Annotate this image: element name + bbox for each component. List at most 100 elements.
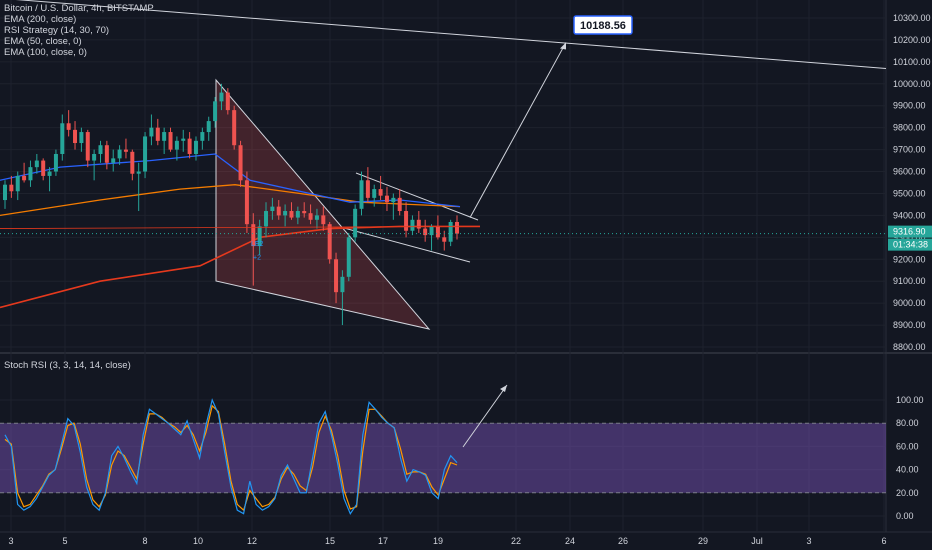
candle-body	[92, 153, 97, 161]
time-tick-label: 3	[8, 536, 13, 546]
price-tick-label: 10200.00	[893, 35, 931, 45]
legend-ema100[interactable]: EMA (100, close, 0)	[4, 47, 87, 58]
axes: 10300.0010200.0010100.0010000.009900.009…	[8, 13, 932, 546]
price-tick-label: 9500.00	[893, 188, 926, 198]
candle-body	[391, 197, 396, 203]
candle-body	[365, 180, 370, 198]
time-tick-label: 6	[881, 536, 886, 546]
candle-body	[162, 132, 167, 141]
candle-body	[9, 184, 14, 192]
price-tick-label: 9400.00	[893, 210, 926, 220]
candle-body	[232, 110, 237, 146]
candle-body	[117, 149, 122, 159]
stoch-k-line	[4, 398, 458, 515]
candle-body	[168, 132, 173, 150]
candle-body	[28, 167, 33, 181]
candle-body	[3, 184, 7, 201]
time-tick-label: 19	[433, 536, 443, 546]
target-callout	[573, 15, 633, 35]
legend-ema50[interactable]: EMA (50, close, 0)	[4, 36, 82, 47]
price-tick-label: 9600.00	[893, 167, 926, 177]
falling-wedge-triangle	[215, 78, 431, 330]
price-tick-label: 10000.00	[893, 79, 931, 89]
candle-body	[416, 219, 421, 229]
legend-rsi-strategy[interactable]: RSI Strategy (14, 30, 70)	[4, 25, 110, 36]
candle-body	[206, 121, 211, 133]
candle-body	[98, 145, 103, 154]
time-tick-label: 5	[62, 536, 67, 546]
candle-body	[378, 189, 383, 196]
candle-body	[448, 221, 453, 242]
price-tick-label: 10100.00	[893, 57, 931, 67]
channel-upper-line	[355, 172, 479, 221]
stoch-rsi-pane[interactable]	[0, 384, 886, 515]
candle-body	[264, 211, 269, 227]
rsi-tick-label: 40.00	[896, 465, 919, 475]
price-tick-label: 9800.00	[893, 123, 926, 133]
candle-body	[34, 160, 39, 168]
drawings	[215, 78, 479, 330]
candle-body	[225, 92, 230, 111]
candle-body	[410, 219, 415, 231]
candle-body	[314, 215, 319, 220]
price-tick-label: 10300.00	[893, 13, 931, 23]
legend-ema200[interactable]: EMA (200, close)	[4, 14, 77, 25]
countdown-text: 01:34:38	[893, 240, 928, 250]
price-tick-label: 9000.00	[893, 298, 926, 308]
candle-body	[15, 175, 20, 192]
rsi-tick-label: 20.00	[896, 488, 919, 498]
candle-body	[321, 215, 326, 225]
target-callout-text: 10188.56	[580, 20, 626, 32]
stoch-legend: Stoch RSI (3, 3, 14, 14, close)	[4, 360, 131, 371]
candle-body	[60, 123, 65, 154]
rsi-tick-label: 100.00	[896, 395, 924, 405]
candle-body	[283, 211, 288, 216]
price-tick-label: 9700.00	[893, 145, 926, 155]
candle-body	[41, 160, 46, 176]
candle-body	[200, 132, 205, 141]
candle-body	[85, 132, 90, 161]
price-pane[interactable]: 10188.56 LE2 +2	[0, 0, 887, 330]
candle-body	[346, 237, 351, 277]
candle-body	[353, 208, 358, 238]
legend-symbol[interactable]: Bitcoin / U.S. Dollar, 4h, BITSTAMP	[4, 3, 154, 14]
time-tick-label: 3	[806, 536, 811, 546]
candlesticks	[3, 83, 459, 326]
candle-body	[289, 211, 294, 218]
candle-body	[181, 138, 186, 141]
candle-body	[244, 180, 249, 225]
candle-body	[111, 158, 116, 163]
candle-body	[73, 129, 78, 144]
rsi-tick-label: 80.00	[896, 418, 919, 428]
legend-stoch-rsi[interactable]: Stoch RSI (3, 3, 14, 14, close)	[4, 360, 131, 371]
candle-body	[104, 145, 109, 163]
candle-body	[404, 211, 409, 231]
candle-body	[187, 138, 192, 154]
candle-body	[213, 101, 218, 122]
time-tick-label: 17	[378, 536, 388, 546]
candle-body	[308, 213, 313, 220]
time-tick-label: 29	[698, 536, 708, 546]
signal-label: LE2	[251, 241, 264, 248]
candle-body	[251, 224, 256, 247]
candle-body	[435, 226, 440, 238]
candle-body	[123, 149, 128, 152]
chart-annotations: 10188.56 LE2 +2	[0, 0, 887, 261]
current-price-text: 9316.90	[893, 227, 926, 237]
price-tick-label: 8900.00	[893, 320, 926, 330]
price-tick-label: 8800.00	[893, 342, 926, 352]
candle-body	[47, 171, 52, 176]
candle-body	[149, 127, 154, 137]
current-price-tag	[888, 225, 932, 238]
candle-body	[295, 211, 300, 218]
candle-body	[155, 127, 160, 141]
rsi-tick-label: 0.00	[896, 511, 914, 521]
candle-body	[423, 228, 428, 236]
candle-body	[130, 151, 135, 174]
time-tick-label: 15	[325, 536, 335, 546]
candle-body	[359, 180, 364, 209]
candle-body	[372, 189, 377, 198]
candle-body	[257, 226, 262, 247]
